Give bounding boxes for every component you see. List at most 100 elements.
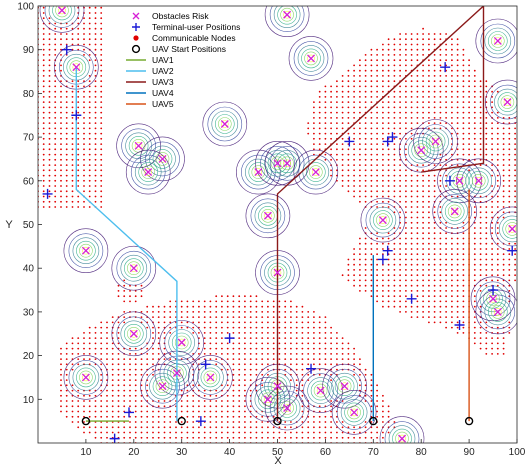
- obstacle-risk-marker: [283, 10, 292, 19]
- risk-contour: [297, 45, 325, 72]
- communicable-node: [54, 43, 57, 46]
- communicable-node: [433, 64, 436, 67]
- communicable-node: [502, 190, 505, 193]
- communicable-node: [468, 127, 470, 130]
- communicable-node: [502, 179, 505, 182]
- risk-contour: [369, 206, 397, 234]
- communicable-node: [140, 405, 143, 408]
- communicable-node: [462, 117, 465, 119]
- communicable-node: [445, 33, 447, 35]
- communicable-node: [422, 216, 424, 219]
- communicable-node: [117, 426, 120, 429]
- communicable-node: [117, 290, 120, 292]
- risk-contour: [121, 128, 156, 164]
- communicable-node: [502, 127, 505, 130]
- risk-contour: [487, 302, 508, 322]
- communicable-node: [462, 232, 465, 235]
- y-tick-label: 40: [23, 264, 35, 275]
- communicable-node: [456, 253, 459, 256]
- communicable-node: [209, 347, 212, 350]
- communicable-node: [290, 347, 292, 350]
- communicable-node: [462, 263, 465, 266]
- communicable-node: [307, 122, 310, 124]
- communicable-node: [83, 33, 85, 35]
- communicable-node: [399, 111, 401, 114]
- risk-contour: [82, 373, 90, 382]
- communicable-node: [445, 300, 447, 303]
- communicable-node: [422, 274, 424, 277]
- communicable-node: [129, 347, 131, 350]
- communicable-node: [94, 69, 97, 72]
- communicable-node: [416, 179, 419, 182]
- communicable-node: [416, 80, 419, 83]
- communicable-node: [382, 179, 384, 182]
- communicable-node: [65, 174, 68, 177]
- communicable-node: [473, 122, 476, 124]
- communicable-node: [71, 342, 74, 345]
- communicable-node: [180, 300, 183, 303]
- communicable-node: [94, 200, 97, 203]
- terminal-user-marker: [444, 175, 455, 186]
- communicable-node: [347, 279, 350, 282]
- communicable-node: [140, 316, 143, 318]
- communicable-node: [192, 316, 195, 318]
- communicable-node: [88, 164, 91, 167]
- communicable-node: [462, 242, 465, 245]
- communicable-node: [416, 300, 419, 303]
- communicable-node: [422, 33, 424, 35]
- communicable-node: [336, 337, 338, 339]
- communicable-node: [42, 90, 45, 93]
- communicable-node: [410, 248, 413, 250]
- communicable-node: [226, 394, 229, 397]
- communicable-node: [370, 69, 373, 72]
- communicable-node: [433, 279, 436, 282]
- communicable-node: [359, 132, 361, 135]
- communicable-node: [399, 185, 401, 187]
- communicable-node: [387, 206, 390, 208]
- communicable-node: [71, 164, 74, 167]
- communicable-node: [163, 415, 166, 418]
- communicable-node: [198, 300, 200, 303]
- communicable-node: [60, 200, 62, 203]
- communicable-node: [514, 258, 516, 261]
- communicable-node: [370, 158, 373, 161]
- communicable-node: [318, 96, 321, 98]
- communicable-node: [491, 185, 493, 187]
- obstacle-risk-marker: [316, 386, 325, 395]
- communicable-node: [416, 43, 419, 46]
- communicable-node: [422, 295, 424, 298]
- risk-contour: [203, 370, 218, 385]
- communicable-node: [330, 132, 332, 135]
- risk-contour: [164, 325, 199, 360]
- communicable-node: [146, 394, 149, 397]
- communicable-node: [48, 85, 51, 88]
- communicable-node: [48, 69, 51, 72]
- communicable-node: [226, 431, 229, 434]
- communicable-node: [433, 258, 436, 261]
- communicable-node: [370, 242, 373, 245]
- communicable-node: [71, 117, 74, 119]
- communicable-node: [353, 248, 355, 250]
- communicable-node: [157, 415, 160, 418]
- communicable-node: [209, 415, 212, 418]
- communicable-node: [428, 248, 430, 250]
- communicable-node: [456, 75, 459, 77]
- communicable-node: [353, 179, 355, 182]
- communicable-node: [123, 300, 126, 303]
- communicable-node: [100, 106, 103, 109]
- communicable-node: [94, 43, 97, 46]
- communicable-node: [295, 379, 298, 381]
- communicable-node: [192, 394, 195, 397]
- communicable-node: [399, 122, 401, 124]
- communicable-node: [433, 195, 436, 198]
- risk-contour: [392, 428, 412, 443]
- communicable-node: [65, 132, 68, 135]
- communicable-node: [341, 111, 344, 114]
- communicable-node: [94, 117, 97, 119]
- communicable-node: [77, 353, 80, 355]
- communicable-node: [496, 216, 499, 219]
- communicable-node: [88, 394, 91, 397]
- x-tick-label: 70: [368, 447, 380, 458]
- communicable-node: [422, 48, 424, 51]
- communicable-node: [485, 227, 488, 229]
